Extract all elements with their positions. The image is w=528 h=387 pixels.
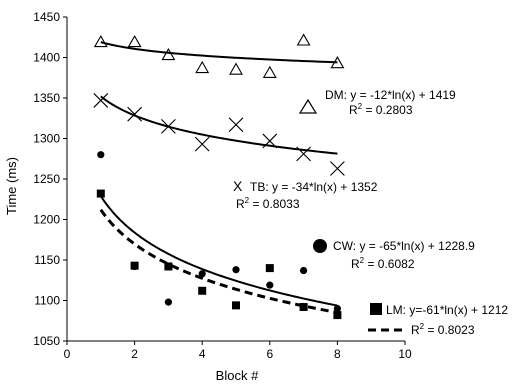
point-tb	[93, 93, 109, 108]
trendline-tb	[100, 95, 338, 155]
point-lm	[265, 264, 274, 273]
trendlines	[99, 41, 338, 315]
x-axis-label: Block #	[216, 368, 259, 383]
lm-legend-square	[370, 303, 382, 315]
point-lm	[164, 262, 173, 271]
y-tick-label: 1200	[33, 213, 60, 227]
tb-r2: R2 = 0.8033	[236, 196, 300, 211]
x-tick-label: 0	[64, 347, 71, 361]
point-cw	[97, 151, 105, 159]
y-tick-label: 1450	[33, 10, 60, 24]
y-tick-label: 1100	[34, 294, 60, 308]
y-tick-label: 1050	[33, 334, 60, 348]
point-cw	[198, 270, 206, 278]
dm-r2: R2 = 0.2803	[349, 102, 413, 117]
equation-labels: DM: y = -12*ln(x) + 1419 R2 = 0.2803 X T…	[233, 88, 508, 337]
x-tick-label: 4	[199, 347, 206, 361]
y-tick-label: 1150	[34, 253, 60, 267]
point-cw	[300, 266, 308, 275]
point-tb	[161, 118, 176, 134]
point-dm	[296, 33, 311, 46]
point-tb	[127, 106, 142, 122]
point-tb	[262, 133, 278, 149]
point-dm	[229, 62, 243, 75]
point-dm	[262, 65, 277, 78]
cw-legend-circle	[313, 239, 327, 253]
trendline-cw	[99, 195, 338, 307]
axes: 1050 1100 1150 1200 1250 1300 1350 1400 1450 0 2 4 6…	[33, 10, 412, 361]
cw-equation: CW: y = -65*ln(x) + 1228.9	[333, 239, 475, 253]
y-axis-label: Time (ms)	[4, 157, 19, 215]
dm-equation: DM: y = -12*ln(x) + 1419	[325, 88, 456, 102]
point-cw	[266, 281, 274, 289]
point-lm	[232, 301, 240, 310]
data-points	[93, 33, 345, 320]
point-tb	[194, 136, 210, 152]
point-lm	[299, 302, 308, 311]
x-tick-label: 8	[334, 347, 341, 361]
y-tick-label: 1250	[33, 172, 60, 186]
point-dm	[195, 60, 210, 74]
point-cw	[164, 298, 172, 306]
cw-r2: R2 = 0.6082	[351, 256, 415, 271]
trendline-lm	[99, 208, 338, 315]
label-dm: DM: y = -12*ln(x) + 1419 R2 = 0.2803	[298, 88, 456, 117]
point-cw	[232, 266, 240, 274]
point-tb	[296, 146, 311, 162]
point-lm	[198, 286, 207, 295]
trendline-dm	[100, 41, 338, 64]
y-tick-label: 1350	[33, 91, 60, 105]
point-dm	[127, 35, 142, 48]
point-lm	[130, 261, 139, 270]
label-cw: CW: y = -65*ln(x) + 1228.9 R2 = 0.6082	[313, 239, 475, 271]
point-tb	[330, 161, 345, 176]
y-tick-label: 1400	[33, 51, 60, 65]
dm-legend-triangle	[298, 98, 318, 114]
point-dm	[330, 56, 345, 69]
lm-r2: R2 = 0.8023	[411, 322, 475, 337]
y-tick-label: 1300	[33, 132, 60, 146]
x-tick-label: 10	[398, 347, 412, 361]
label-lm: LM: y=-61*ln(x) + 1212 R2 = 0.8023	[368, 303, 508, 337]
tb-legend-x: X	[233, 178, 243, 194]
lm-equation: LM: y=-61*ln(x) + 1212	[386, 303, 508, 317]
x-tick-label: 6	[266, 347, 273, 361]
point-tb	[228, 117, 244, 133]
point-lm	[333, 311, 342, 320]
point-dm	[161, 47, 176, 61]
point-lm	[96, 189, 105, 198]
point-dm	[93, 35, 108, 48]
label-tb: X TB: y = -34*ln(x) + 1352 R2 = 0.8033	[233, 178, 378, 211]
x-tick-label: 2	[131, 347, 138, 361]
point-cw	[333, 305, 341, 313]
tb-equation: TB: y = -34*ln(x) + 1352	[250, 180, 378, 194]
